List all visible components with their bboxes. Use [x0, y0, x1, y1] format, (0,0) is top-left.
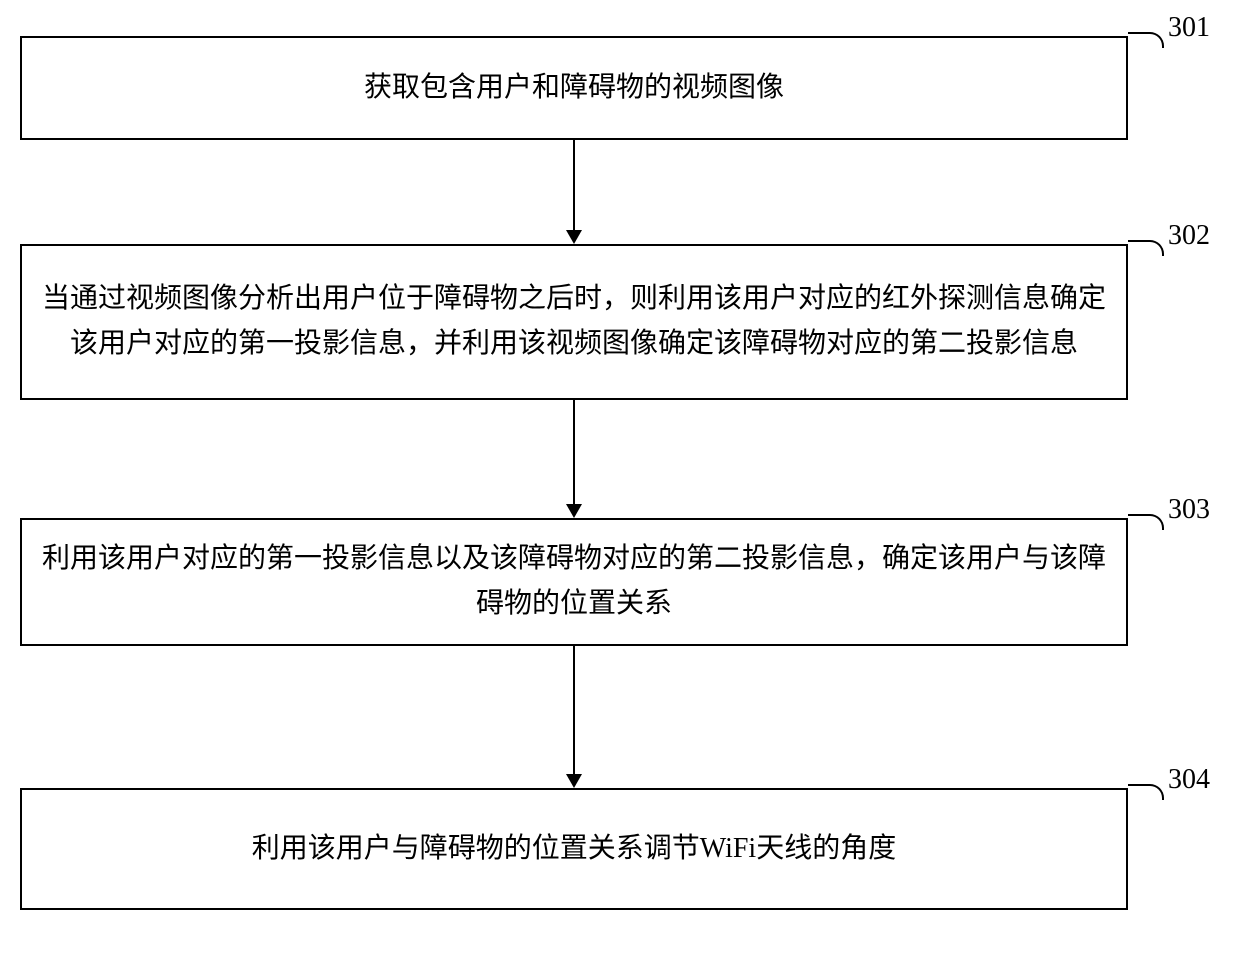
- flow-node-303: 利用该用户对应的第一投影信息以及该障碍物对应的第二投影信息，确定该用户与该障碍物…: [20, 518, 1128, 646]
- flow-label-302: 302: [1168, 220, 1210, 252]
- arrow-2-3-line: [573, 400, 575, 504]
- flow-node-302: 当通过视频图像分析出用户位于障碍物之后时，则利用该用户对应的红外探测信息确定该用…: [20, 244, 1128, 400]
- flow-node-301-text: 获取包含用户和障碍物的视频图像: [42, 66, 1106, 111]
- flow-node-304: 利用该用户与障碍物的位置关系调节WiFi天线的角度: [20, 788, 1128, 910]
- flow-node-302-text: 当通过视频图像分析出用户位于障碍物之后时，则利用该用户对应的红外探测信息确定该用…: [42, 277, 1106, 367]
- flow-node-303-text: 利用该用户对应的第一投影信息以及该障碍物对应的第二投影信息，确定该用户与该障碍物…: [42, 537, 1106, 627]
- flow-label-304: 304: [1168, 764, 1210, 796]
- arrow-1-2-head: [566, 230, 582, 244]
- callout-303: [1128, 514, 1164, 530]
- arrow-3-4-head: [566, 774, 582, 788]
- arrow-3-4-line: [573, 646, 575, 774]
- callout-302: [1128, 240, 1164, 256]
- arrow-2-3-head: [566, 504, 582, 518]
- flow-node-301: 获取包含用户和障碍物的视频图像: [20, 36, 1128, 140]
- callout-301: [1128, 32, 1164, 48]
- arrow-1-2-line: [573, 140, 575, 230]
- flow-label-301: 301: [1168, 12, 1210, 44]
- flow-label-303: 303: [1168, 494, 1210, 526]
- flowchart-canvas: 获取包含用户和障碍物的视频图像 301 当通过视频图像分析出用户位于障碍物之后时…: [0, 0, 1240, 963]
- flow-node-304-text: 利用该用户与障碍物的位置关系调节WiFi天线的角度: [42, 827, 1106, 872]
- callout-304: [1128, 784, 1164, 800]
